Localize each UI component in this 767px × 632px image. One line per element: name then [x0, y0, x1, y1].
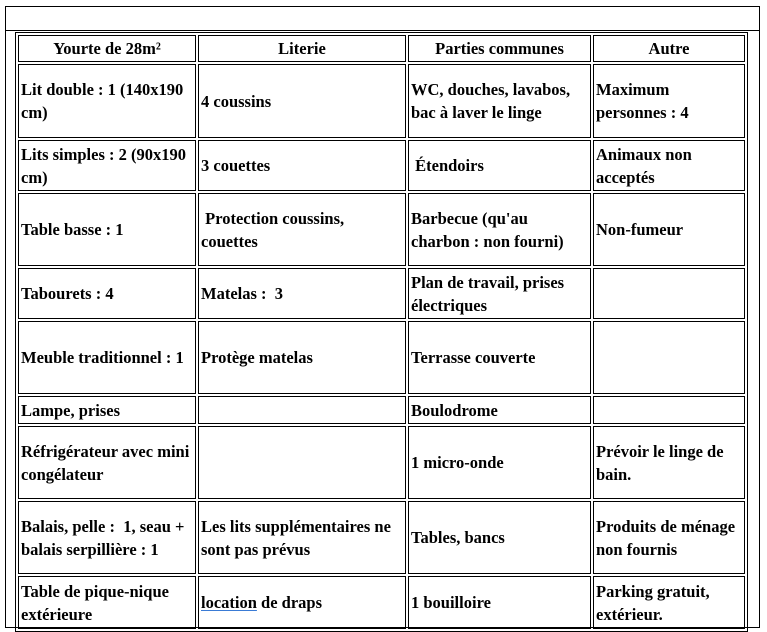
- column-header: Literie: [198, 35, 406, 62]
- table-cell: Maximum personnes : 4: [593, 64, 745, 138]
- table-row: Réfrigérateur avec mini congélateur 1 mic…: [18, 426, 745, 499]
- table-cell: Table de pique-nique extérieure: [18, 576, 196, 629]
- table-cell: Non-fumeur: [593, 193, 745, 266]
- misspelled-word[interactable]: location: [201, 593, 257, 612]
- table-cell: [198, 426, 406, 499]
- table-cell: [198, 396, 406, 424]
- table-cell: Lits simples : 2 (90x190 cm): [18, 140, 196, 191]
- table-row: Lits simples : 2 (90x190 cm) 3 couettes É…: [18, 140, 745, 191]
- table-cell: Lampe, prises: [18, 396, 196, 424]
- amenities-table: Yourte de 28m² Literie Parties communes Aut…: [15, 32, 748, 632]
- outer-table-frame: [5, 6, 760, 628]
- table-cell: Parking gratuit, extérieur.: [593, 576, 745, 629]
- table-cell: Animaux non acceptés: [593, 140, 745, 191]
- table-row: Meuble traditionnel : 1 Protège matelas Te…: [18, 321, 745, 394]
- table-cell: location de draps: [198, 576, 406, 629]
- column-header: Parties communes: [408, 35, 591, 62]
- table-cell: Réfrigérateur avec mini congélateur: [18, 426, 196, 499]
- table-cell: Tabourets : 4: [18, 268, 196, 319]
- table-cell: WC, douches, lavabos, bac à laver le lin…: [408, 64, 591, 138]
- table-cell: Tables, bancs: [408, 501, 591, 574]
- table-cell: [593, 321, 745, 394]
- table-cell: Lit double : 1 (140x190 cm): [18, 64, 196, 138]
- empty-top-row-divider: [5, 30, 760, 31]
- table-cell: Boulodrome: [408, 396, 591, 424]
- table-cell: Table basse : 1: [18, 193, 196, 266]
- table-cell: Meuble traditionnel : 1: [18, 321, 196, 394]
- column-header: Autre: [593, 35, 745, 62]
- table-cell: Barbecue (qu'au charbon : non fourni): [408, 193, 591, 266]
- table-cell: Terrasse couverte: [408, 321, 591, 394]
- cell-text: de draps: [256, 593, 323, 612]
- table-cell: 1 micro-onde: [408, 426, 591, 499]
- table-cell: 4 coussins: [198, 64, 406, 138]
- table-cell: [593, 268, 745, 319]
- table-cell: Produits de ménage non fournis: [593, 501, 745, 574]
- table-row: Lampe, prises Boulodrome: [18, 396, 745, 424]
- table-cell: Étendoirs: [408, 140, 591, 191]
- table-row: Table basse : 1 Protection coussins, cou…: [18, 193, 745, 266]
- table-cell: Les lits supplémentaires ne sont pas pré…: [198, 501, 406, 574]
- column-header: Yourte de 28m²: [18, 35, 196, 62]
- table-cell: 1 bouilloire: [408, 576, 591, 629]
- table-row: Balais, pelle : 1, seau + balais serpill…: [18, 501, 745, 574]
- table-cell: Protection coussins, couettes: [198, 193, 406, 266]
- table-cell: Protège matelas: [198, 321, 406, 394]
- table-cell: Plan de travail, prises électriques: [408, 268, 591, 319]
- table-row: Lit double : 1 (140x190 cm) 4 coussins WC,…: [18, 64, 745, 138]
- table-cell: Balais, pelle : 1, seau + balais serpill…: [18, 501, 196, 574]
- table-cell: Matelas : 3: [198, 268, 406, 319]
- table-cell: [593, 396, 745, 424]
- table-cell: Prévoir le linge de bain.: [593, 426, 745, 499]
- table-cell: 3 couettes: [198, 140, 406, 191]
- table-row: Table de pique-nique extérieure location …: [18, 576, 745, 629]
- table-row: Tabourets : 4 Matelas : 3 Plan de travail,…: [18, 268, 745, 319]
